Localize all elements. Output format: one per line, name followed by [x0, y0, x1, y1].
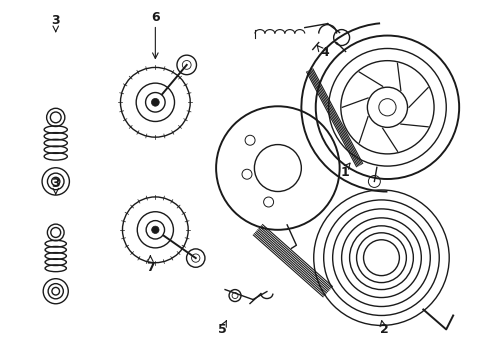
Text: 3: 3 [51, 177, 60, 190]
Text: 1: 1 [340, 166, 348, 179]
Text: 7: 7 [146, 261, 154, 274]
Circle shape [151, 226, 159, 234]
Text: 2: 2 [379, 323, 388, 336]
Text: 6: 6 [151, 11, 159, 24]
Text: 5: 5 [217, 323, 226, 336]
Text: 4: 4 [320, 46, 328, 59]
Text: 3: 3 [51, 14, 60, 27]
Circle shape [151, 98, 159, 106]
